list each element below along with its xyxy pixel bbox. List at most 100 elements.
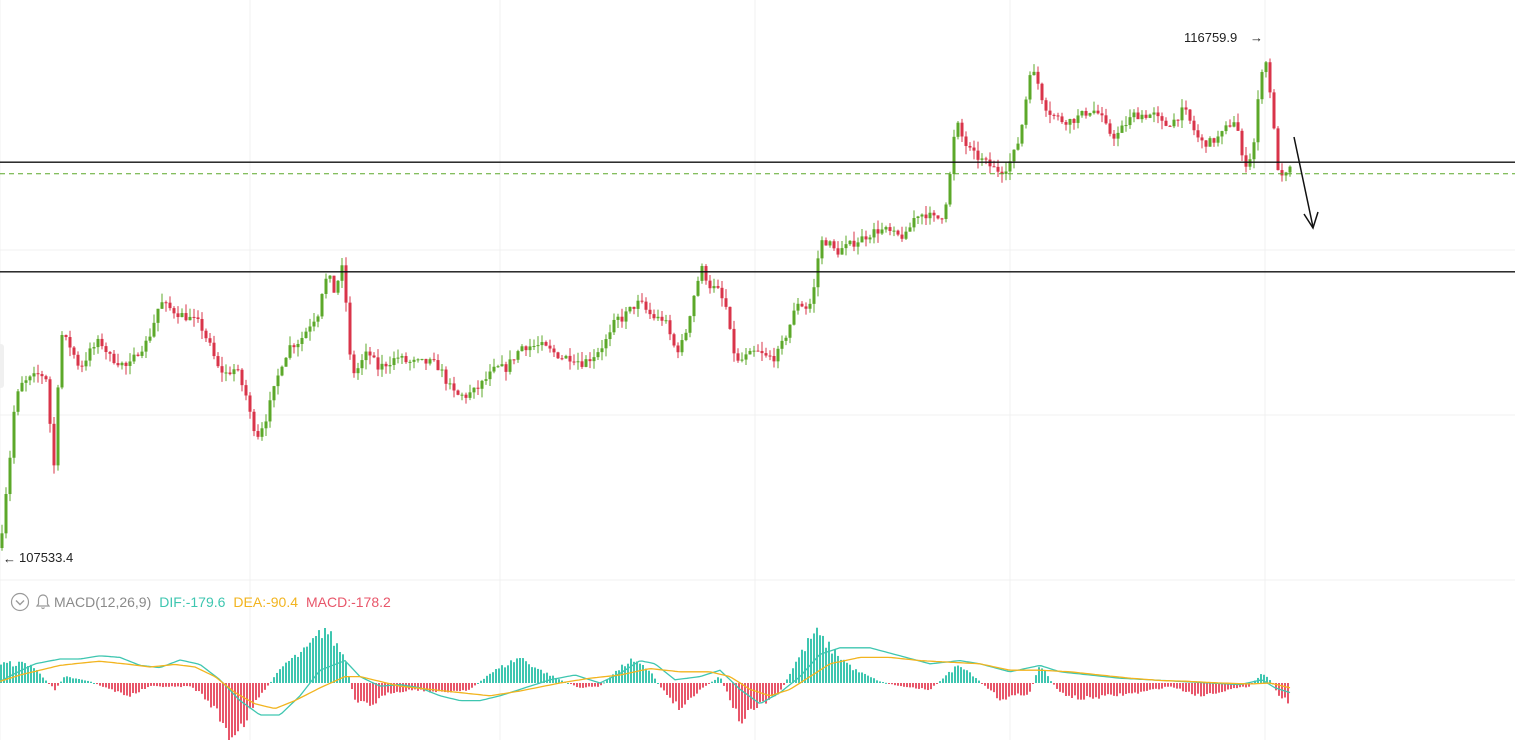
candle-body xyxy=(96,338,100,348)
candle xyxy=(1016,137,1020,151)
candle xyxy=(1216,130,1220,147)
candle xyxy=(1100,107,1104,123)
macd-histogram-bar xyxy=(207,683,209,701)
candle-body xyxy=(868,237,872,240)
candle xyxy=(200,312,204,339)
candle xyxy=(424,358,428,371)
macd-histogram-bar xyxy=(1122,683,1124,696)
candle-body xyxy=(864,236,868,240)
macd-histogram-bar xyxy=(654,678,656,683)
candle xyxy=(836,241,840,258)
candle-body xyxy=(1080,110,1084,116)
macd-histogram-bar xyxy=(957,665,959,683)
candle-body xyxy=(304,331,308,338)
macd-histogram-bar xyxy=(651,673,653,683)
macd-histogram-bar xyxy=(741,683,743,724)
candle xyxy=(1064,120,1068,131)
macd-histogram-bar xyxy=(204,683,206,700)
candle-body xyxy=(1028,75,1032,100)
macd-histogram-bar xyxy=(609,677,611,683)
candle-body xyxy=(932,212,936,216)
macd-histogram-bar xyxy=(846,662,848,683)
candle-body xyxy=(420,358,424,360)
candle-body xyxy=(308,326,312,332)
candle-body xyxy=(52,423,56,466)
candle-body xyxy=(668,320,672,335)
candle-body xyxy=(432,359,436,361)
macd-histogram-bar xyxy=(1029,683,1031,692)
candle xyxy=(852,231,856,252)
candle xyxy=(792,302,796,326)
candle-body xyxy=(684,332,688,341)
collapse-chevron-icon[interactable] xyxy=(10,592,30,612)
candle xyxy=(52,417,56,474)
candle-body xyxy=(780,340,784,349)
candle-body xyxy=(1196,130,1200,138)
macd-histogram-bar xyxy=(837,655,839,683)
macd-histogram-bar xyxy=(348,676,350,683)
candle-body xyxy=(412,359,416,362)
macd-histogram-bar xyxy=(54,683,56,691)
candle xyxy=(308,318,312,341)
candle-body xyxy=(468,392,472,398)
candle xyxy=(1080,110,1084,118)
macd-histogram-bar xyxy=(1011,683,1013,696)
macd-histogram-bar xyxy=(30,664,32,683)
candle-body xyxy=(1216,136,1220,143)
macd-histogram-bar xyxy=(687,683,689,700)
candle-body xyxy=(852,240,856,247)
candle xyxy=(500,355,504,367)
candle-body xyxy=(696,280,700,296)
candle xyxy=(316,314,320,328)
macd-histogram-bar xyxy=(402,683,404,693)
candle xyxy=(632,306,636,315)
candle xyxy=(156,308,160,332)
macd-histogram-bar xyxy=(639,663,641,683)
macd-histogram-bar xyxy=(162,683,164,688)
macd-histogram-bar xyxy=(750,683,752,709)
macd-histogram-bar xyxy=(882,682,884,684)
candle-body xyxy=(24,380,28,383)
left-panel-handle[interactable] xyxy=(0,344,4,388)
candle-body xyxy=(840,248,844,255)
alert-bell-icon[interactable] xyxy=(34,593,52,611)
macd-histogram-bar xyxy=(909,683,911,688)
macd-histogram-bar xyxy=(261,683,263,693)
candle-body xyxy=(560,358,564,360)
candle-body xyxy=(556,352,560,359)
macd-histogram-bar xyxy=(918,683,920,689)
candle-body xyxy=(0,533,4,549)
candle xyxy=(1256,90,1260,151)
candle-body xyxy=(488,371,492,380)
candle-body xyxy=(220,366,224,373)
candle-body xyxy=(148,336,152,341)
macd-panel xyxy=(0,627,1291,740)
projection-arrow[interactable] xyxy=(1293,136,1319,230)
candle-body xyxy=(1084,110,1088,116)
candle xyxy=(916,215,920,224)
macd-histogram-bar xyxy=(1185,683,1187,693)
candle xyxy=(340,258,344,288)
candle xyxy=(592,349,596,369)
candle xyxy=(1004,162,1008,181)
candle xyxy=(832,239,836,251)
candle xyxy=(484,371,488,385)
macd-histogram-bar xyxy=(156,683,158,687)
candle-body xyxy=(680,340,684,353)
candle xyxy=(600,340,604,361)
candle-body xyxy=(704,266,708,281)
candle-body xyxy=(1052,114,1056,116)
candle xyxy=(816,250,820,297)
candle xyxy=(980,153,984,166)
candle xyxy=(828,240,832,248)
macd-histogram-bar xyxy=(213,683,215,706)
macd-histogram-bar xyxy=(285,662,287,683)
candle-body xyxy=(372,355,376,358)
macd-histogram-bar xyxy=(78,679,80,683)
macd-histogram-bar xyxy=(69,677,71,683)
macd-histogram-bar xyxy=(696,683,698,694)
candle xyxy=(1068,118,1072,134)
candle-body xyxy=(924,214,928,219)
macd-histogram-bar xyxy=(198,683,200,692)
macd-histogram-bar xyxy=(171,683,173,687)
